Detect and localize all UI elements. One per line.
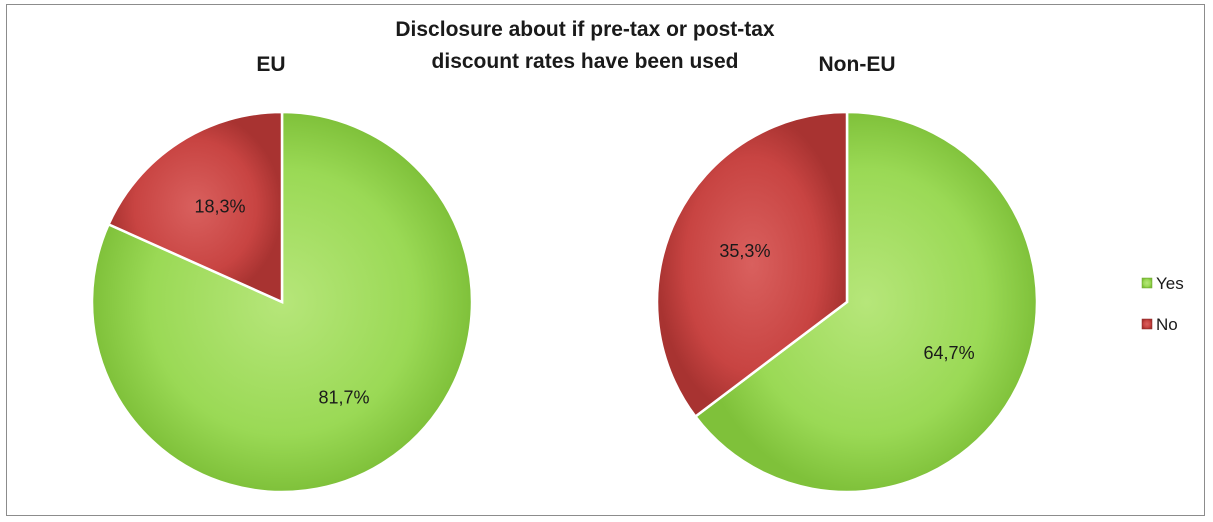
data-label-eu-yes: 81,7% [318, 388, 369, 408]
pie-non-eu: 64,7% 35,3% [655, 110, 1039, 494]
pie-title-eu: EU [256, 53, 285, 76]
legend-swatch-yes [1141, 277, 1153, 289]
pie-slice-eu-no [106, 110, 284, 304]
legend: Yes No [1141, 274, 1184, 334]
legend-swatch-no [1141, 318, 1153, 330]
pie-slice-non-eu-yes [693, 110, 1039, 494]
chart-title-line-2: discount rates have been used [432, 50, 739, 73]
pie-eu: 81,7% 18,3% [90, 110, 474, 494]
chart-title-line-1: Disclosure about if pre-tax or post-tax [395, 18, 775, 41]
chart-frame: Disclosure about if pre-tax or post-tax … [6, 4, 1205, 516]
chart-svg: Disclosure about if pre-tax or post-tax … [90, 18, 1184, 494]
data-label-non-eu-yes: 64,7% [924, 343, 975, 363]
pie-slice-non-eu-no [655, 110, 849, 419]
pie-title-non-eu: Non-EU [819, 53, 896, 76]
data-label-non-eu-no: 35,3% [719, 241, 770, 261]
legend-label-no: No [1156, 315, 1178, 334]
data-label-eu-no: 18,3% [194, 196, 245, 216]
legend-label-yes: Yes [1156, 274, 1184, 293]
